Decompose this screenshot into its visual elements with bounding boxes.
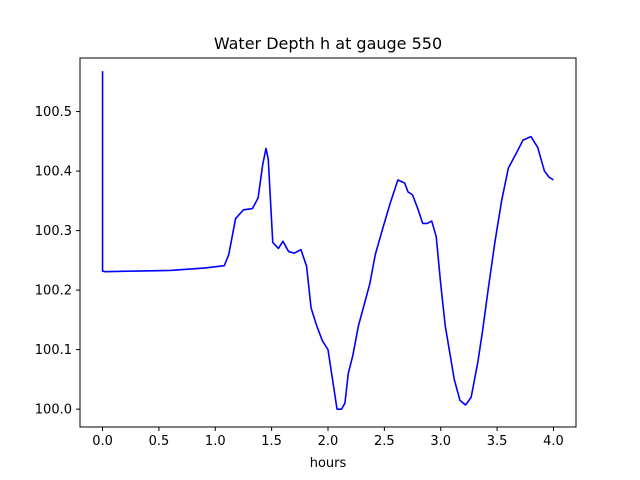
y-tick-label: 100.2	[35, 284, 72, 299]
x-tick-label: 3.0	[430, 434, 451, 449]
plot-area: 0.0 0.5 1.0 1.5 2.0 2.5 3.0 3.5 4.0 100.0 100.1 100…	[35, 57, 577, 449]
x-tick-label: 2.0	[318, 434, 339, 449]
x-tick-label: 0.5	[149, 434, 170, 449]
x-tick-label: 1.5	[261, 434, 282, 449]
x-tick-label: 2.5	[374, 434, 395, 449]
y-tick-label: 100.1	[35, 343, 72, 358]
x-tick-label: 1.0	[205, 434, 226, 449]
y-tick-label: 100.3	[35, 224, 72, 239]
x-tick-label: 3.5	[487, 434, 508, 449]
chart-title: Water Depth h at gauge 550	[214, 34, 442, 53]
x-axis-label: hours	[310, 456, 347, 471]
series-line-0	[101, 71, 554, 410]
x-tick-label: 4.0	[543, 434, 564, 449]
plot-frame	[79, 57, 577, 428]
y-tick-label: 100.5	[35, 105, 72, 120]
y-tick-label: 100.0	[35, 403, 72, 418]
y-tick-label: 100.4	[35, 165, 72, 180]
x-tick-label: 0.0	[92, 434, 113, 449]
